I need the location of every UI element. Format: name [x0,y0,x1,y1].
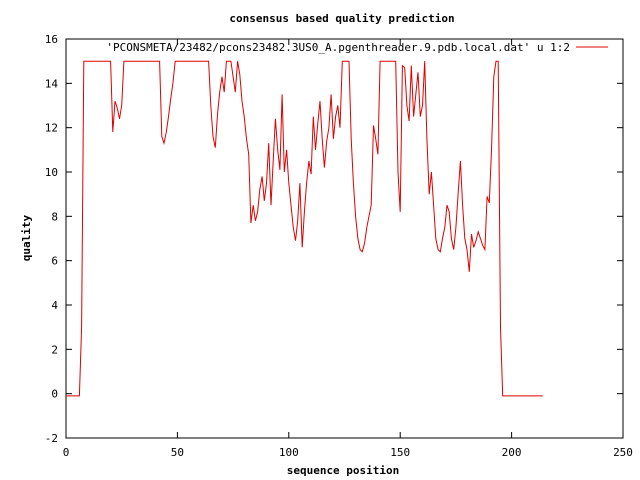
y-tick-label: 4 [51,299,58,312]
y-tick-label: 8 [51,210,58,223]
y-tick-label: 2 [51,343,58,356]
x-tick-label: 150 [390,446,410,459]
y-tick-label: 12 [45,122,58,135]
x-tick-label: 50 [171,446,184,459]
axis-ticks [65,38,624,439]
y-tick-label: -2 [45,432,58,445]
tick-labels: 0 50 100 150 200 250 -2 0 2 4 6 8 10 12 14 16 [45,33,633,459]
y-axis-label: quality [20,214,33,261]
x-tick-label: 0 [63,446,70,459]
x-tick-label: 250 [613,446,633,459]
y-tick-label: 6 [51,255,58,268]
chart-title: consensus based quality prediction [229,12,454,25]
y-tick-label: 10 [45,166,58,179]
legend: 'PCONSMETA/23482/pcons23482.3US0_A.pgent… [106,41,608,54]
series-line [66,60,543,397]
x-tick-label: 100 [279,446,299,459]
x-axis-label: sequence position [287,464,400,477]
y-tick-label: 0 [51,388,58,401]
x-tick-label: 200 [502,446,522,459]
y-tick-label: 14 [45,77,59,90]
plot-frame [65,38,624,439]
y-tick-label: 16 [45,33,58,46]
legend-label: 'PCONSMETA/23482/pcons23482.3US0_A.pgent… [106,41,570,54]
